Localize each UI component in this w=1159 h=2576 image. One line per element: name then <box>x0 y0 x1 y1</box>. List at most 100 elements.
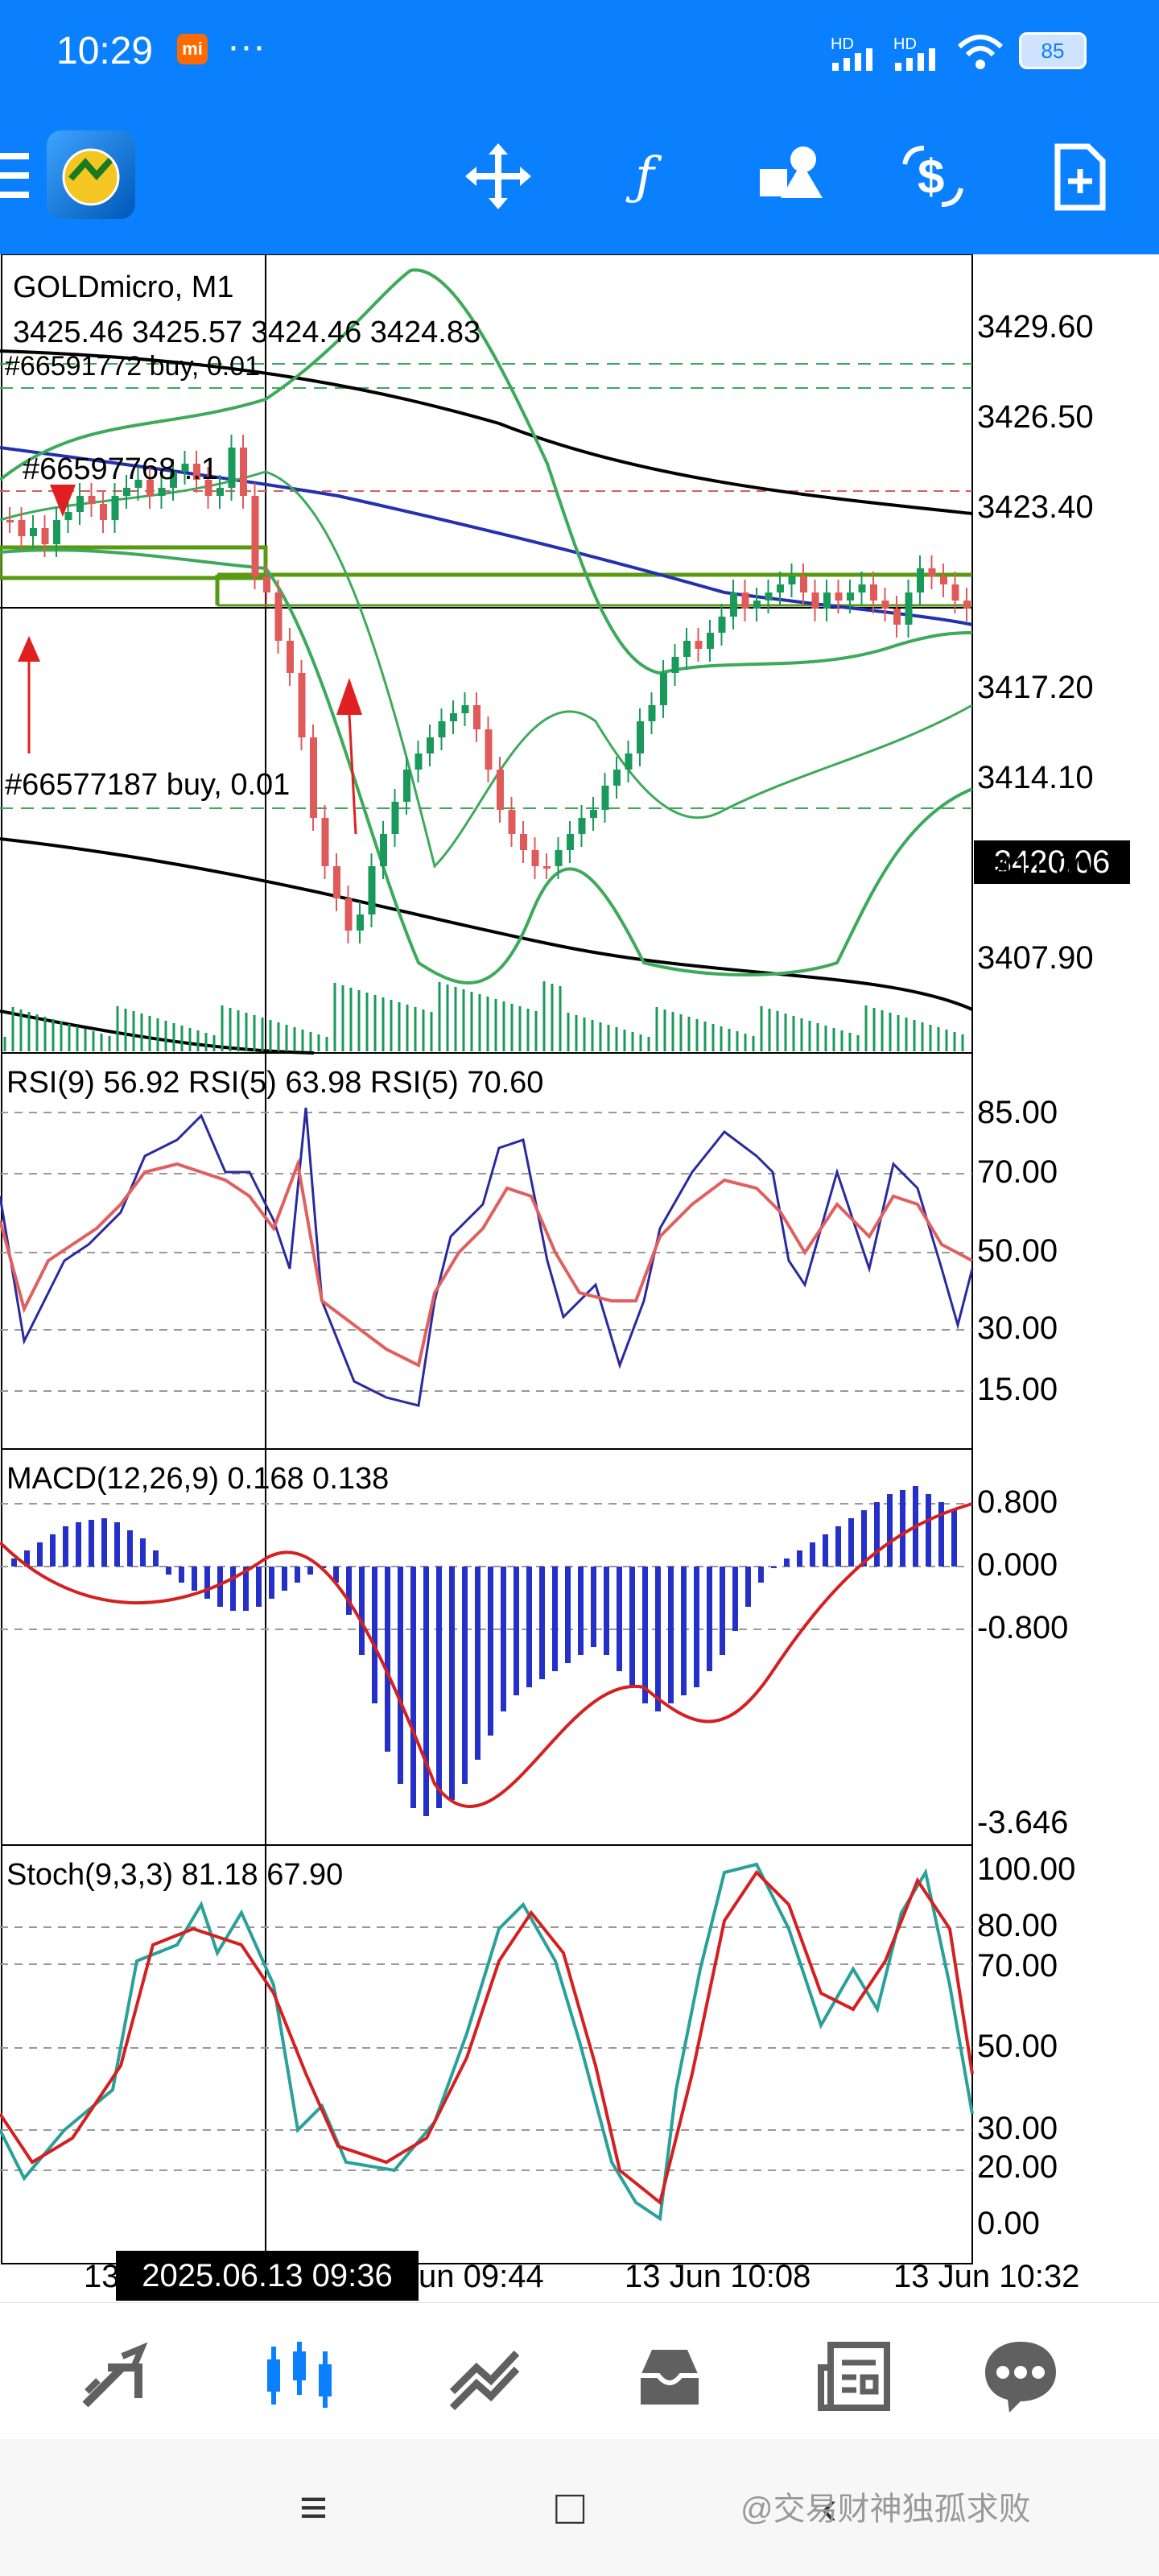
candle <box>578 818 586 834</box>
macd-histogram-bar <box>101 1518 107 1567</box>
candle <box>601 786 609 810</box>
status-bar: 10:29 mi ··· HD HD 85 <box>0 0 1159 103</box>
cursor-time-marker: 2025.06.13 09:36 <box>116 2251 419 2301</box>
macd-histogram-bar <box>771 1567 777 1568</box>
candle <box>298 673 306 737</box>
chart-icon[interactable] <box>259 2335 340 2416</box>
candle <box>940 576 947 584</box>
objects-shapes-icon[interactable] <box>755 140 827 213</box>
macd-histogram-bar <box>269 1567 274 1599</box>
candle <box>123 488 130 496</box>
macd-histogram-bar <box>37 1542 43 1567</box>
signal-hd-2-icon: HD <box>893 35 917 53</box>
candle <box>520 834 527 850</box>
price-axis-label: 3426.50 <box>977 399 1094 435</box>
macd-histogram-bar <box>50 1534 56 1567</box>
order-label-3[interactable]: #66577187 buy, 0.01 <box>5 768 291 802</box>
signal-bars-icon <box>832 48 872 71</box>
macd-axis-label: 0.000 <box>977 1547 1058 1583</box>
macd-axis-label: 0.800 <box>977 1484 1058 1520</box>
candle <box>287 641 294 673</box>
candle <box>368 866 376 914</box>
macd-histogram-bar <box>629 1567 635 1687</box>
macd-histogram-bar <box>24 1550 30 1567</box>
candle <box>357 914 364 931</box>
quotes-icon[interactable] <box>74 2335 155 2416</box>
macd-histogram-bar <box>346 1567 352 1615</box>
macd-histogram-bar <box>462 1567 468 1784</box>
candle <box>146 480 154 496</box>
candle <box>181 464 189 472</box>
macd-histogram-bar <box>668 1567 674 1703</box>
recent-apps-button[interactable]: ≡ <box>299 2480 328 2534</box>
battery-indicator: 85 <box>1019 32 1087 69</box>
function-icon[interactable]: ƒ <box>635 147 654 206</box>
macd-histogram-bar <box>617 1567 622 1671</box>
order-label-2[interactable]: #66597768 ..1 <box>23 452 219 486</box>
candle <box>391 802 399 834</box>
candle <box>811 592 819 609</box>
trade-dollar-icon[interactable]: $ <box>897 140 969 213</box>
candle <box>380 834 387 866</box>
macd-histogram-bar <box>243 1567 249 1611</box>
candle <box>344 898 353 931</box>
mi-notification-icon: mi <box>177 34 208 64</box>
macd-histogram-bar <box>552 1567 558 1671</box>
candle <box>100 504 107 520</box>
macd-histogram-bar <box>784 1558 790 1567</box>
candle <box>905 592 913 625</box>
home-button[interactable]: □ <box>555 2480 585 2534</box>
candle <box>450 713 457 721</box>
candle <box>917 568 924 592</box>
candle <box>415 753 423 770</box>
candle <box>707 633 714 649</box>
order-label-1[interactable]: #66591772 buy, 0.01 <box>5 351 260 382</box>
system-navigation-bar: ≡ □ ‹ <box>0 2439 1159 2576</box>
candle <box>788 576 796 584</box>
new-document-icon[interactable] <box>1043 140 1116 213</box>
candle <box>111 496 119 520</box>
rsi-label: RSI(9) 56.92 RSI(5) 63.98 RSI(5) 70.60 <box>6 1066 544 1100</box>
macd-axis-label: -0.800 <box>977 1610 1069 1645</box>
messages-icon[interactable] <box>980 2335 1061 2416</box>
candle <box>158 488 166 496</box>
candle <box>134 480 142 488</box>
candle <box>531 850 539 866</box>
macd-histogram-bar <box>179 1567 184 1583</box>
status-time: 10:29 <box>56 30 154 72</box>
candle <box>508 810 516 834</box>
metatrader-app-icon[interactable] <box>47 130 135 219</box>
macd-histogram-bar <box>926 1494 931 1567</box>
more-notifications-icon: ··· <box>227 25 266 68</box>
macd-histogram-bar <box>938 1502 944 1567</box>
candle <box>870 584 877 601</box>
candle <box>753 601 761 609</box>
menu-icon[interactable] <box>0 153 29 201</box>
candle <box>835 592 843 601</box>
chart-area[interactable]: 3420.06 GOLDmicro, M1 3425.46 3425.57 34… <box>0 254 1159 2299</box>
candle <box>427 737 434 753</box>
macd-histogram-bar <box>810 1542 815 1567</box>
macd-histogram-bar <box>282 1567 287 1591</box>
macd-histogram-bar <box>76 1522 81 1567</box>
stoch-axis-label: 30.00 <box>977 2111 1058 2146</box>
history-icon[interactable] <box>629 2335 710 2416</box>
back-button[interactable]: ‹ <box>821 2480 837 2534</box>
candle <box>18 520 26 536</box>
crosshair-move-icon[interactable] <box>462 140 534 213</box>
candle <box>41 528 49 544</box>
candle <box>6 520 14 522</box>
price-axis-label: 3414.10 <box>977 760 1094 795</box>
ohlc-label: 3425.46 3425.57 3424.46 3424.83 <box>13 316 481 349</box>
price-axis-label: 3423.40 <box>977 489 1094 525</box>
candle <box>613 770 621 786</box>
candle <box>928 568 936 576</box>
macd-histogram-bar <box>823 1534 828 1567</box>
candle <box>893 609 901 625</box>
macd-histogram-bar <box>681 1567 687 1695</box>
news-icon[interactable] <box>815 2335 895 2416</box>
macd-histogram-bar <box>423 1567 429 1816</box>
macd-histogram-bar <box>514 1567 519 1695</box>
macd-histogram-bar <box>256 1567 262 1607</box>
trade-icon[interactable] <box>444 2335 525 2416</box>
